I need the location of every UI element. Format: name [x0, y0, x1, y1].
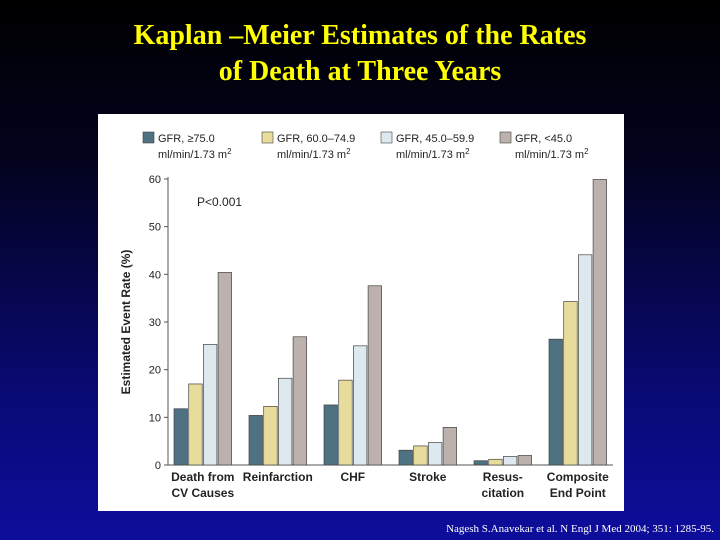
bar: [413, 445, 428, 466]
bar: [217, 272, 232, 466]
y-tick-label: 0: [155, 460, 161, 472]
bar: [338, 379, 353, 466]
y-tick-label: 10: [149, 412, 161, 424]
y-axis-title: Estimated Event Rate (%): [119, 250, 133, 395]
x-category-label: End Point: [550, 486, 606, 500]
legend-unit-superscript: 2: [346, 147, 351, 156]
legend-unit-superscript: 2: [584, 147, 589, 156]
x-category-label: Stroke: [409, 470, 447, 484]
bar: [517, 455, 532, 466]
bar: [278, 377, 293, 466]
legend-unit-superscript: 2: [227, 147, 232, 156]
legend-series-unit: ml/min/1.73 m2: [158, 147, 232, 161]
legend-series-unit: ml/min/1.73 m2: [396, 147, 470, 161]
x-category-label: Death from: [171, 470, 234, 484]
bar: [173, 408, 188, 466]
legend-swatch: [499, 131, 512, 144]
legend-series-name: GFR, <45.0: [515, 133, 572, 145]
bar-chart: 0 10 20 30 40 50 60 Estimated Event Rate (%) P<0…: [119, 131, 613, 500]
bar: [563, 301, 578, 466]
bar: [367, 285, 382, 466]
x-category-label: CHF: [340, 470, 365, 484]
y-tick-label: 20: [149, 365, 161, 377]
slide-title-line-2: of Death at Three Years: [218, 56, 502, 87]
bar: [442, 426, 457, 466]
bar: [353, 345, 368, 466]
bar: [503, 456, 518, 466]
x-category-label: Resus-: [483, 470, 523, 484]
bar: [248, 415, 263, 466]
legend-series-name: GFR, ≥75.0: [158, 133, 215, 145]
chart-panel: 0 10 20 30 40 50 60 Estimated Event Rate (%) P<0…: [98, 114, 624, 511]
y-tick-label: 30: [149, 317, 161, 329]
bar: [203, 344, 218, 466]
bar: [473, 460, 488, 466]
bar: [488, 458, 503, 466]
x-category-label: Composite: [547, 470, 609, 484]
legend-swatch: [261, 131, 274, 144]
x-category-label: citation: [481, 486, 524, 500]
bar: [323, 404, 338, 466]
legend-swatch: [142, 131, 155, 144]
legend-swatch: [380, 131, 393, 144]
x-category-label: CV Causes: [171, 486, 234, 500]
y-tick-label: 60: [149, 174, 161, 186]
citation: Nagesh S.Anavekar et al. N Engl J Med 20…: [446, 523, 714, 535]
x-category-label: Reinfarction: [243, 470, 313, 484]
legend-series-unit: ml/min/1.73 m2: [277, 147, 351, 161]
legend-unit-superscript: 2: [465, 147, 470, 156]
legend-series-name: GFR, 45.0–59.9: [396, 133, 474, 145]
legend-series-unit: ml/min/1.73 m2: [515, 147, 589, 161]
bar: [428, 442, 443, 466]
bar: [188, 383, 203, 466]
bar: [263, 406, 278, 466]
y-tick-label: 50: [149, 222, 161, 234]
p-value-annotation: P<0.001: [197, 195, 242, 209]
legend-series-name: GFR, 60.0–74.9: [277, 133, 355, 145]
y-tick-label: 40: [149, 269, 161, 281]
bar: [292, 336, 307, 466]
bar: [578, 254, 593, 466]
bar: [548, 338, 563, 466]
slide-title-line-1: Kaplan –Meier Estimates of the Rates: [133, 20, 587, 51]
bar: [592, 179, 607, 466]
bar: [398, 449, 413, 466]
slide-title: Kaplan –Meier Estimates of the Rates of …: [0, 18, 720, 90]
